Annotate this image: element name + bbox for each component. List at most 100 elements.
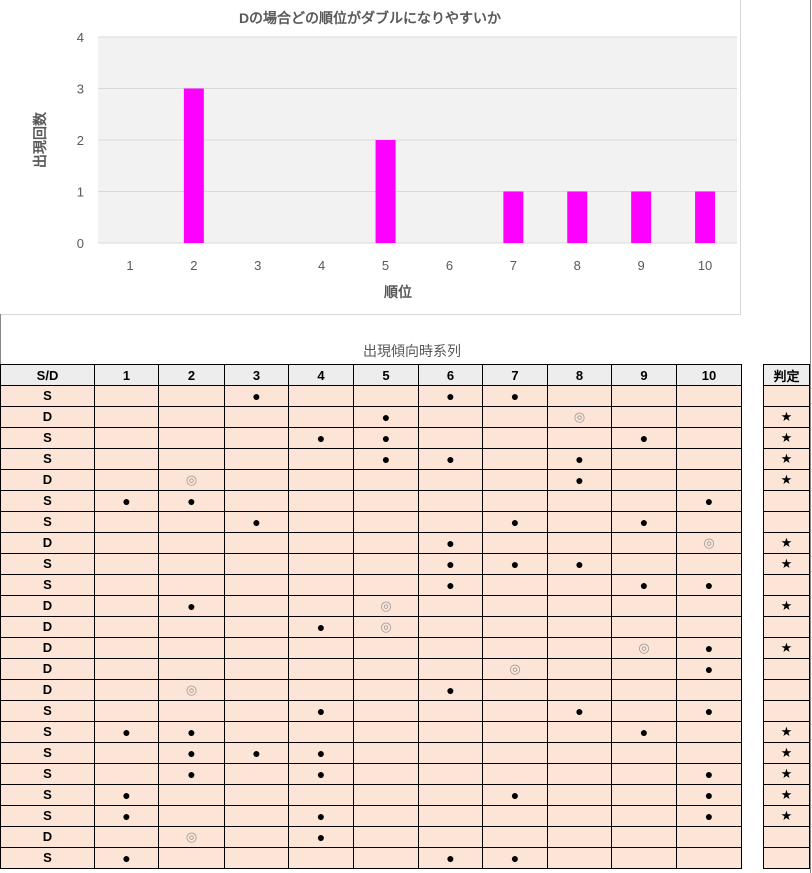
bar-5 [375,140,396,243]
filled-circle-mark: ● [94,805,159,827]
column-header: 2 [158,364,225,386]
filled-circle-mark: ● [94,721,159,743]
empty-cell [94,700,159,722]
empty-cell [353,784,419,806]
judge-row [763,826,810,848]
empty-cell [611,385,677,407]
filled-circle-mark: ● [676,700,742,722]
empty-cell [763,847,810,869]
empty-cell [224,805,289,827]
empty-cell [94,679,159,701]
empty-cell [763,826,810,848]
empty-cell [482,721,548,743]
empty-cell [353,574,419,596]
empty-cell [224,595,289,617]
filled-circle-mark: ● [676,784,742,806]
filled-circle-mark: ● [418,448,483,470]
empty-cell [224,469,289,491]
empty-cell [611,448,677,470]
empty-cell [288,595,354,617]
filled-circle-mark: ● [288,826,354,848]
occurrence-table: S/D 1 2 3 4 5 6 7 8 9 10 S ● ● ● D ● ◎ S ● ● ● S ● ● ● D ◎ ● S ● ● ● S ● ● ●… [0,364,742,869]
empty-cell [94,763,159,785]
filled-circle-mark: ● [676,658,742,680]
empty-cell [611,826,677,848]
empty-cell [94,385,159,407]
x-tick-label: 3 [254,258,261,273]
filled-circle-mark: ● [611,574,677,596]
filled-circle-mark: ● [158,490,225,512]
double-circle-mark: ◎ [547,406,612,428]
empty-cell [611,595,677,617]
empty-cell [611,406,677,428]
table-row: S ● ● ● [0,490,742,512]
sd-type-cell: S [0,553,95,575]
sd-type-cell: D [0,595,95,617]
filled-circle-mark: ● [288,805,354,827]
empty-cell [288,532,354,554]
empty-cell [611,679,677,701]
double-circle-mark: ◎ [158,469,225,491]
empty-cell [547,637,612,659]
star-icon: ★ [763,784,810,806]
sd-type-cell: S [0,700,95,722]
table-row: S ● ● ● [0,427,742,449]
column-header: 4 [288,364,354,386]
filled-circle-mark: ● [418,679,483,701]
sd-type-cell: S [0,742,95,764]
empty-cell [763,511,810,533]
table-row: D ◎ ● [0,637,742,659]
filled-circle-mark: ● [482,511,548,533]
empty-cell [482,532,548,554]
filled-circle-mark: ● [611,427,677,449]
bar-9 [631,191,652,243]
empty-cell [224,847,289,869]
column-header: 8 [547,364,612,386]
empty-cell [676,679,742,701]
empty-cell [353,490,419,512]
empty-cell [611,658,677,680]
filled-circle-mark: ● [94,847,159,869]
judge-header: 判定 [763,364,810,386]
sd-type-cell: S [0,490,95,512]
empty-cell [611,490,677,512]
x-tick-label: 5 [382,258,389,273]
empty-cell [158,637,225,659]
empty-cell [482,826,548,848]
empty-cell [224,532,289,554]
empty-cell [158,784,225,806]
empty-cell [288,553,354,575]
y-tick-label: 1 [77,185,84,200]
star-icon: ★ [763,721,810,743]
table-row: S ● ● ● [0,511,742,533]
empty-cell [418,427,483,449]
empty-cell [418,637,483,659]
table-row: S ● ● ● [0,553,742,575]
empty-cell [547,826,612,848]
empty-cell [418,826,483,848]
sd-type-cell: S [0,427,95,449]
bar-7 [503,191,524,243]
filled-circle-mark: ● [353,406,419,428]
empty-cell [611,469,677,491]
empty-cell [547,385,612,407]
empty-cell [547,784,612,806]
empty-cell [288,574,354,596]
star-icon: ★ [763,805,810,827]
table-row: D ◎ ● [0,469,742,491]
filled-circle-mark: ● [547,469,612,491]
empty-cell [224,616,289,638]
filled-circle-mark: ● [676,763,742,785]
empty-cell [288,637,354,659]
column-header: 6 [418,364,483,386]
empty-cell [288,784,354,806]
filled-circle-mark: ● [676,490,742,512]
empty-cell [418,490,483,512]
empty-cell [353,805,419,827]
column-header: 10 [676,364,742,386]
judge-row [763,490,810,512]
empty-cell [611,700,677,722]
empty-cell [158,385,225,407]
star-icon: ★ [763,469,810,491]
judge-row: ★ [763,742,810,764]
